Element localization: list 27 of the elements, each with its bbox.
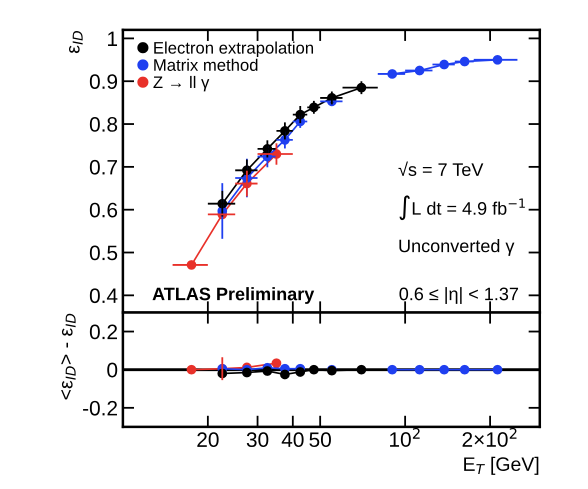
y-tick-label: 0.2 xyxy=(90,324,117,340)
annotation: 0.6 ≤ |η| < 1.37 xyxy=(399,287,518,304)
y-tick-label: 0.7 xyxy=(90,160,117,175)
y-tick-label: 1 xyxy=(108,32,118,46)
x-axis-title: E$_{T}$ [GeV] xyxy=(464,456,538,475)
y-tick-label: 0 xyxy=(107,362,118,378)
legend-label: Z → ll γ xyxy=(153,76,210,92)
y-axis-title: <ε$_{ID}$> - ε$_{ID}$ xyxy=(61,314,76,400)
y-tick-label: 0.8 xyxy=(90,117,118,132)
y-axis-title: ε$_{ID}$ xyxy=(68,31,83,54)
annotation: ∫L dt = 4.9 fb$^{−1}$ xyxy=(399,195,525,220)
x-tick-label: 10$^{2}$ xyxy=(390,428,420,447)
y-tick-label: 0.9 xyxy=(90,74,118,89)
y-tick-label: 0.6 xyxy=(90,202,118,218)
annotation: Unconverted γ xyxy=(399,239,514,256)
x-tick-label: 2×10$^{2}$ xyxy=(462,428,516,447)
x-tick-label: 50 xyxy=(309,432,331,448)
x-tick-label: 20 xyxy=(197,432,219,448)
annotation: ATLAS Preliminary xyxy=(152,287,314,304)
x-tick-label: 30 xyxy=(246,432,268,448)
y-tick-label: 0.4 xyxy=(90,288,118,304)
legend-label: Electron extrapolation xyxy=(154,41,314,58)
annotation: √s = 7 TeV xyxy=(398,162,484,176)
y-tick-label: -0.2 xyxy=(83,400,117,416)
legend-label: Matrix method xyxy=(154,58,258,71)
y-tick-label: 0.5 xyxy=(90,246,118,260)
x-tick-label: 40 xyxy=(282,432,304,448)
